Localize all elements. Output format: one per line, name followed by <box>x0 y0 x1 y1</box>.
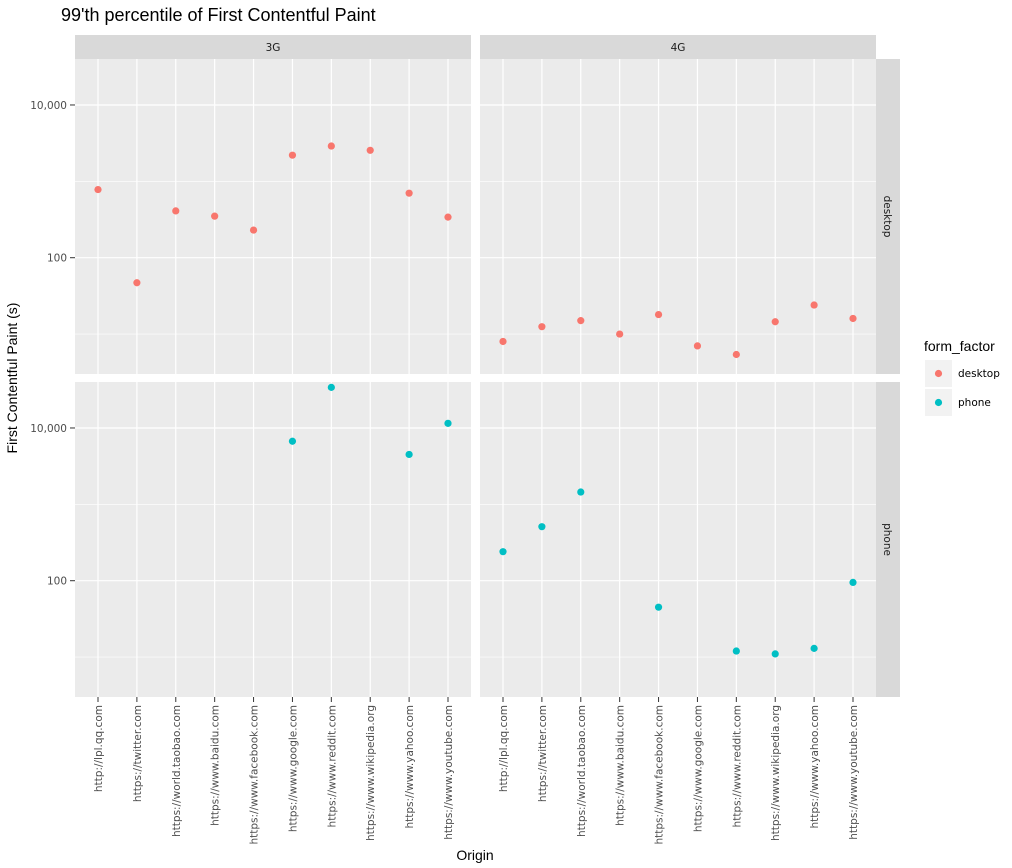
data-point <box>732 350 740 359</box>
y-tick-label: 100 <box>47 253 67 265</box>
x-axis-title: Origin <box>456 847 493 863</box>
data-point <box>538 323 546 331</box>
x-tick-label: https://www.facebook.com <box>249 705 261 845</box>
facet-strip-col <box>480 35 876 59</box>
panel-background <box>480 382 876 697</box>
data-point <box>577 488 585 496</box>
facet-strip-col <box>75 35 471 59</box>
data-point <box>211 212 219 220</box>
data-point <box>810 301 818 309</box>
x-tick-label: https://www.baidu.com <box>615 705 627 826</box>
panels: 3G 4G desktop phone 100 10,000 100 10,000 http:/… <box>30 35 900 845</box>
data-point <box>444 419 452 427</box>
y-tick-label: 10,000 <box>30 100 67 112</box>
facet-label-row: phone <box>881 523 893 556</box>
panel-background <box>480 59 876 374</box>
x-tick-label: https://twitter.com <box>132 705 144 802</box>
data-point <box>654 310 663 319</box>
panel-background <box>75 382 471 697</box>
data-point <box>499 548 507 556</box>
x-tick-label: http://lpl.qq.com <box>498 705 510 792</box>
data-point <box>577 317 585 325</box>
data-point <box>616 330 624 338</box>
data-point <box>288 151 297 159</box>
x-tick-label: https://www.youtube.com <box>848 705 860 840</box>
x-tick-label: https://world.taobao.com <box>576 705 588 837</box>
x-tick-label: https://www.facebook.com <box>654 705 666 845</box>
y-axis-title: First Contentful Paint (s) <box>4 303 20 454</box>
x-tick-label: https://www.google.com <box>692 705 704 832</box>
x-tick-label: https://www.youtube.com <box>443 705 455 840</box>
x-tick-label: https://www.reddit.com <box>731 705 743 827</box>
data-point <box>249 226 258 234</box>
data-point <box>654 603 663 611</box>
data-point <box>327 142 335 150</box>
legend-marker <box>934 369 943 378</box>
panel-background <box>75 59 471 374</box>
data-point <box>771 650 779 658</box>
x-tick-label: http://lpl.qq.com <box>93 705 105 792</box>
x-tick-label: https://www.wikipedia.org <box>365 705 377 841</box>
data-point <box>327 383 335 391</box>
chart-title: 99'th percentile of First Contentful Pai… <box>61 5 376 25</box>
facet-strip-row <box>876 382 900 697</box>
data-point <box>849 578 857 587</box>
facet-strip-row <box>876 59 900 374</box>
x-tick-label: https://www.yahoo.com <box>404 705 416 829</box>
facet-label-col: 3G <box>266 42 281 54</box>
data-point <box>732 647 740 655</box>
data-point <box>288 437 297 445</box>
data-point <box>538 523 546 531</box>
y-tick-label: 10,000 <box>30 423 67 435</box>
legend-label: desktop <box>958 368 1000 380</box>
legend-marker <box>934 398 943 407</box>
legend-label: phone <box>958 397 991 409</box>
data-point <box>693 342 702 350</box>
data-point <box>771 318 779 326</box>
x-tick-label: https://www.baidu.com <box>210 705 222 826</box>
x-tick-label: https://world.taobao.com <box>171 705 183 837</box>
data-point <box>172 207 180 215</box>
x-tick-label: https://twitter.com <box>537 705 549 802</box>
x-tick-label: https://www.google.com <box>287 705 299 832</box>
data-point <box>849 314 857 323</box>
x-tick-label: https://www.wikipedia.org <box>770 705 782 841</box>
y-tick-label: 100 <box>47 576 67 588</box>
x-tick-label: https://www.yahoo.com <box>809 705 821 829</box>
data-point <box>366 146 374 154</box>
legend: form_factor desktop phone <box>924 338 1000 416</box>
x-tick-label: https://www.reddit.com <box>326 705 338 827</box>
data-point <box>444 213 452 221</box>
data-point <box>810 644 818 652</box>
facet-label-col: 4G <box>671 42 686 54</box>
data-point <box>133 279 141 287</box>
data-point <box>94 185 102 194</box>
data-point <box>405 450 413 459</box>
facet-label-row: desktop <box>881 196 893 238</box>
data-point <box>499 337 507 346</box>
legend-title: form_factor <box>924 338 995 354</box>
data-point <box>405 189 413 197</box>
